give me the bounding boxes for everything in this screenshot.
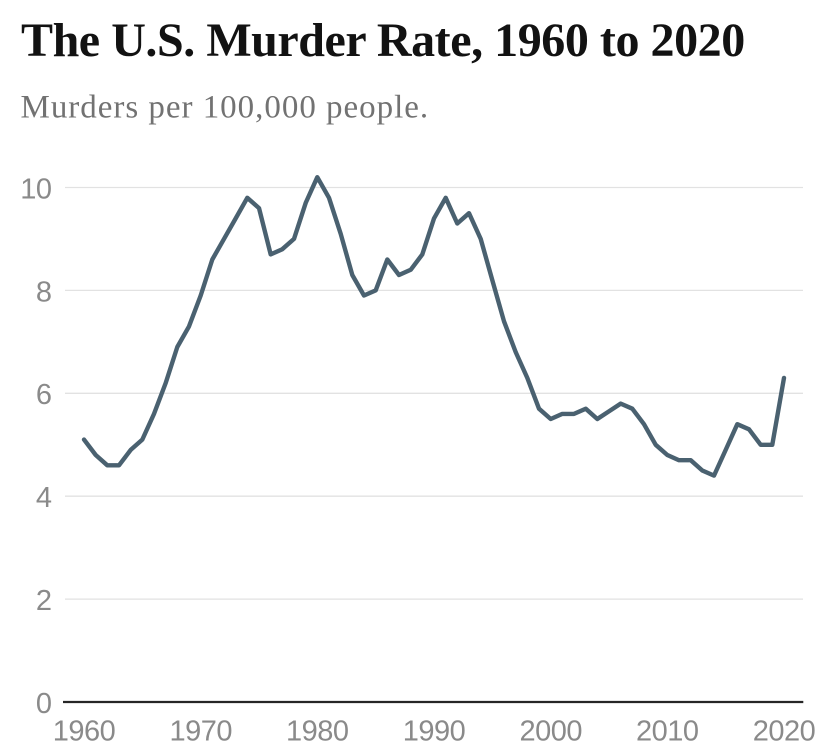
svg-text:2010: 2010 [636, 716, 699, 748]
svg-text:4: 4 [36, 482, 52, 514]
svg-text:1970: 1970 [169, 716, 232, 748]
svg-text:8: 8 [36, 276, 52, 308]
svg-text:10: 10 [20, 173, 51, 205]
svg-text:0: 0 [36, 688, 52, 720]
svg-text:1960: 1960 [53, 716, 116, 748]
svg-text:2000: 2000 [519, 716, 582, 748]
svg-text:2020: 2020 [753, 716, 816, 748]
svg-text:6: 6 [36, 379, 52, 411]
svg-text:1980: 1980 [286, 716, 349, 748]
svg-text:Murders per 100,000 people.: Murders per 100,000 people. [21, 89, 430, 125]
svg-text:2: 2 [36, 585, 52, 617]
svg-text:The U.S. Murder Rate, 1960 to: The U.S. Murder Rate, 1960 to 2020 [21, 14, 745, 67]
svg-text:1990: 1990 [403, 716, 466, 748]
